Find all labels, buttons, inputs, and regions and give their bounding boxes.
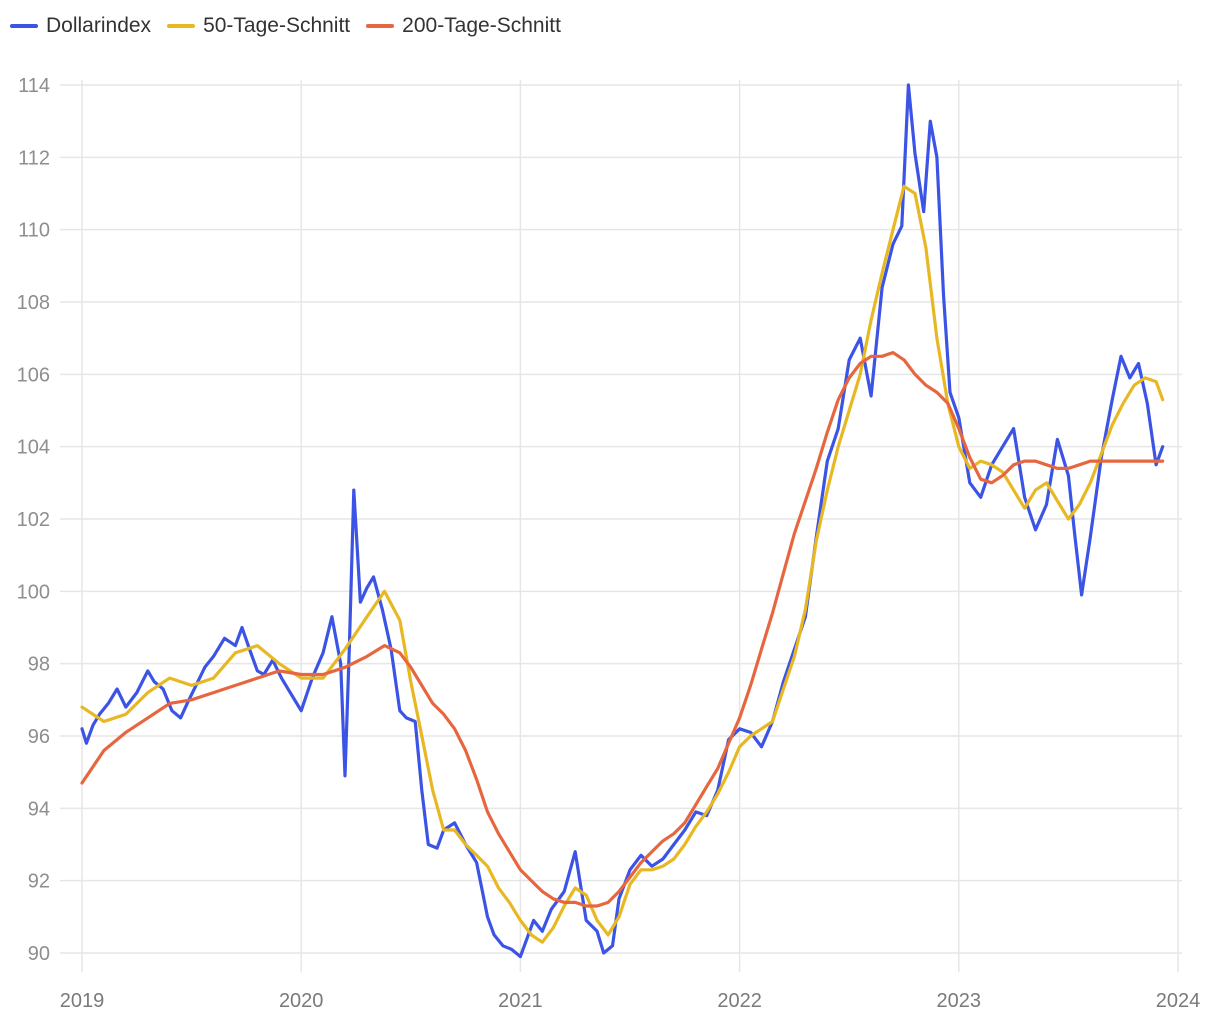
series-line-50-tage-schnitt [80,184,1165,944]
x-tick-label-2021: 2021 [498,990,543,1012]
y-tick-label-104: 104 [17,437,50,459]
x-tick-label-2019: 2019 [60,990,105,1012]
y-tick-label-102: 102 [17,509,50,531]
y-tick-label-96: 96 [28,726,50,748]
y-tick-label-94: 94 [28,798,50,820]
legend-swatch-50-tage-schnitt [167,24,196,28]
y-tick-label-112: 112 [18,147,50,169]
x-tick-label-2024: 2024 [1156,990,1201,1012]
x-tick-label-2022: 2022 [717,990,762,1012]
legend-label-200-tage-schnitt: 200-Tage-Schnitt [402,14,561,37]
x-axis-ticks: 2019 2020 2021 2022 2023 2024 [60,990,1201,1012]
legend-swatch-200-tage-schnitt [366,24,395,28]
legend-item-200-tage-schnitt[interactable]: 200-Tage-Schnitt [366,14,561,38]
chart-series [80,83,1165,959]
y-tick-label-108: 108 [17,292,50,314]
legend-swatch-dollarindex [10,24,38,28]
legend-item-dollarindex[interactable]: Dollarindex [10,14,151,38]
y-tick-label-106: 106 [17,364,50,386]
y-tick-label-90: 90 [28,943,50,965]
y-tick-label-100: 100 [17,581,50,603]
y-tick-label-114: 114 [18,75,50,97]
y-tick-label-98: 98 [28,654,50,676]
series-line-200-tage-schnitt [80,351,1165,908]
series-line-dollarindex [80,83,1165,959]
x-tick-label-2020: 2020 [279,990,324,1012]
legend-item-50-tage-schnitt[interactable]: 50-Tage-Schnitt [167,14,350,38]
y-tick-label-110: 110 [18,220,50,242]
chart-legend: Dollarindex 50-Tage-Schnitt 200-Tage-Sch… [10,14,561,38]
y-tick-label-92: 92 [28,871,50,893]
chart-grid [60,80,1182,972]
x-tick-label-2023: 2023 [937,990,982,1012]
legend-label-50-tage-schnitt: 50-Tage-Schnitt [203,14,351,37]
y-axis-ticks: 90 92 94 96 98 100 102 104 106 108 110 112 114 [17,75,50,965]
legend-label-dollarindex: Dollarindex [46,14,152,37]
